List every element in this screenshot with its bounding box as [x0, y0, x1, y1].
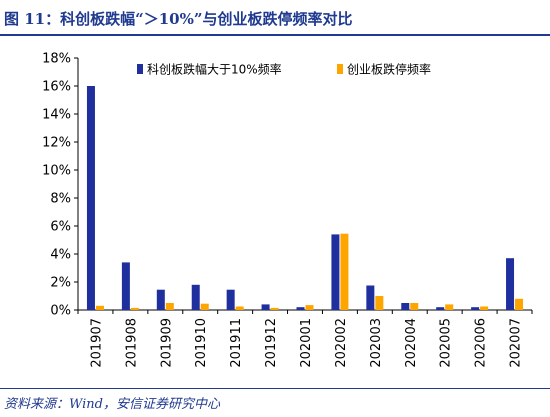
x-tick-label: 202004	[404, 318, 419, 368]
x-axis: 201907 201908 201909 201910 201911 201912 2020…	[77, 309, 533, 368]
bar-kcb-drop	[366, 285, 375, 310]
y-tick-label: 2%	[50, 276, 71, 291]
bar-cyb-limit-down	[270, 307, 279, 310]
legend-label: 创业板跌停频率	[347, 62, 431, 77]
bar-kcb-drop	[401, 303, 410, 310]
x-tick-label: 201912	[264, 318, 279, 368]
y-tick-label: 0%	[50, 304, 71, 319]
x-tick-label: 201908	[124, 318, 139, 368]
title-bar: 图 11：科创板跌幅“＞10%”与创业板跌停频率对比	[0, 0, 550, 36]
bar-cyb-limit-down	[375, 296, 384, 310]
chart-title: 图 11：科创板跌幅“＞10%”与创业板跌停频率对比	[4, 10, 353, 28]
legend: 科创板跌幅大于10%频率 创业板跌停频率	[137, 62, 431, 77]
x-tick-label: 202007	[509, 318, 524, 368]
bar-kcb-drop	[331, 234, 340, 310]
x-tick-label: 202006	[474, 318, 489, 368]
legend-swatch	[337, 64, 343, 74]
bar-cyb-limit-down	[445, 304, 454, 310]
y-tick-label: 14%	[42, 108, 71, 123]
x-tick-label: 201907	[89, 318, 104, 368]
bar-kcb-drop	[471, 307, 480, 310]
y-tick-label: 16%	[42, 80, 71, 95]
bar-kcb-drop	[121, 262, 130, 310]
bar-cyb-limit-down	[515, 298, 524, 310]
y-tick-label: 8%	[50, 192, 71, 207]
y-tick-label: 4%	[50, 248, 71, 263]
footer-rule	[0, 388, 550, 389]
bar-cyb-limit-down	[480, 306, 489, 310]
legend-label: 科创板跌幅大于10%频率	[147, 62, 282, 77]
bar-kcb-drop	[226, 289, 235, 310]
bar-kcb-drop	[86, 86, 95, 310]
bar-cyb-limit-down	[130, 307, 139, 310]
bars	[86, 86, 524, 310]
legend-swatch	[137, 64, 143, 74]
x-tick-label: 202003	[369, 318, 384, 368]
y-tick-label: 6%	[50, 220, 71, 235]
source-note: 资料来源：Wind，安信证券研究中心	[4, 397, 220, 412]
x-tick-label: 201911	[229, 318, 244, 368]
y-axis: 0% 2% 4% 6% 8% 10% 12% 14% 16% 18%	[42, 52, 79, 319]
x-tick-label: 202001	[299, 318, 314, 368]
x-tick-label: 202005	[439, 318, 454, 368]
bar-cyb-limit-down	[235, 306, 244, 310]
bar-kcb-drop	[191, 284, 200, 310]
bar-cyb-limit-down	[200, 303, 209, 310]
bar-kcb-drop	[436, 307, 445, 310]
bar-cyb-limit-down	[305, 305, 314, 310]
x-tick-label: 201910	[194, 318, 209, 368]
bar-cyb-limit-down	[340, 233, 349, 310]
x-tick-label: 202002	[334, 318, 349, 368]
bar-cyb-limit-down	[165, 303, 174, 310]
y-tick-label: 10%	[42, 164, 71, 179]
bar-cyb-limit-down	[410, 303, 419, 310]
bar-kcb-drop	[261, 304, 270, 310]
y-tick-label: 18%	[42, 52, 71, 67]
x-tick-label: 201909	[159, 318, 174, 368]
bar-kcb-drop	[506, 258, 515, 310]
y-tick-label: 12%	[42, 136, 71, 151]
bar-kcb-drop	[296, 307, 305, 310]
bar-kcb-drop	[156, 289, 165, 310]
title-rule	[0, 34, 550, 36]
bar-cyb-limit-down	[95, 305, 104, 310]
